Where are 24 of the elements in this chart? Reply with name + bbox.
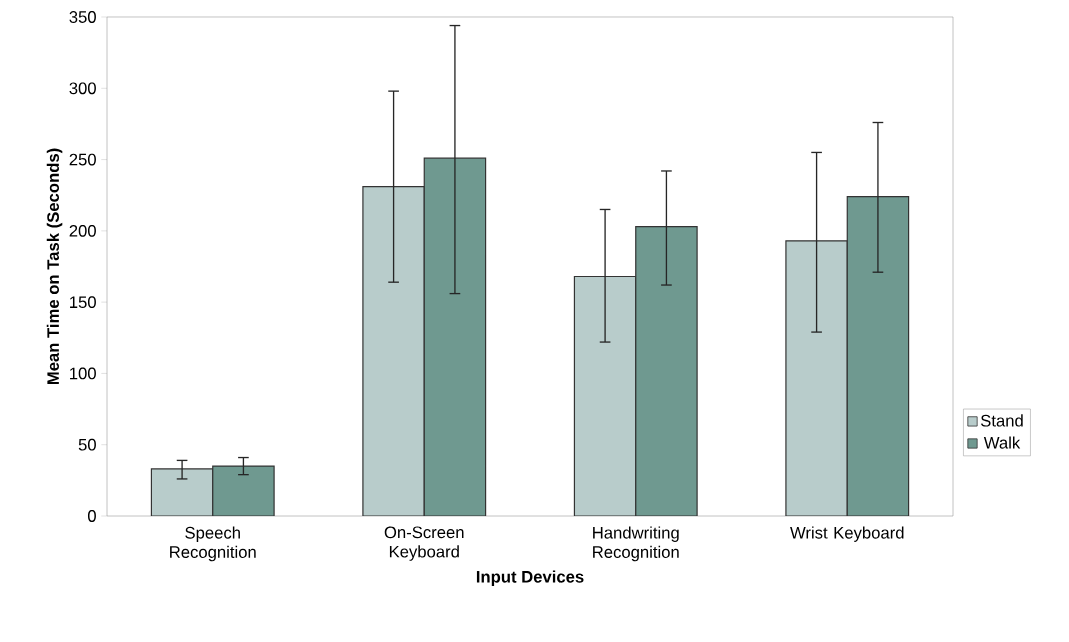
y-tick-label: 300 [69,82,96,95]
bar [846,196,910,516]
bar [573,275,637,516]
legend-label: Stand [980,414,1023,427]
y-tick-label: 250 [69,153,96,166]
x-tick-label: On-Screen Keyboard [384,526,464,561]
y-tick-label: 200 [69,224,96,237]
legend-label: Walk [983,436,1021,449]
x-tick-label: Handwriting Recognition [593,526,679,562]
x-axis-title: Input Devices [476,570,584,586]
y-tick-label: 0 [87,510,96,522]
y-tick-label: 150 [70,296,96,309]
bar [150,468,214,516]
y-tick-label: 100 [70,367,96,380]
x-tick-label: Wrist Keyboard [790,526,904,542]
y-axis-title: Mean Time on Task (Seconds) [46,148,63,385]
x-tick-label: Speech Recognition [170,526,256,562]
bar [635,225,698,516]
y-tick-label: 50 [78,438,96,451]
y-tick-label: 350 [69,11,96,23]
bar [423,157,487,516]
bar [362,186,425,516]
bar [785,240,848,516]
bar [212,465,275,516]
